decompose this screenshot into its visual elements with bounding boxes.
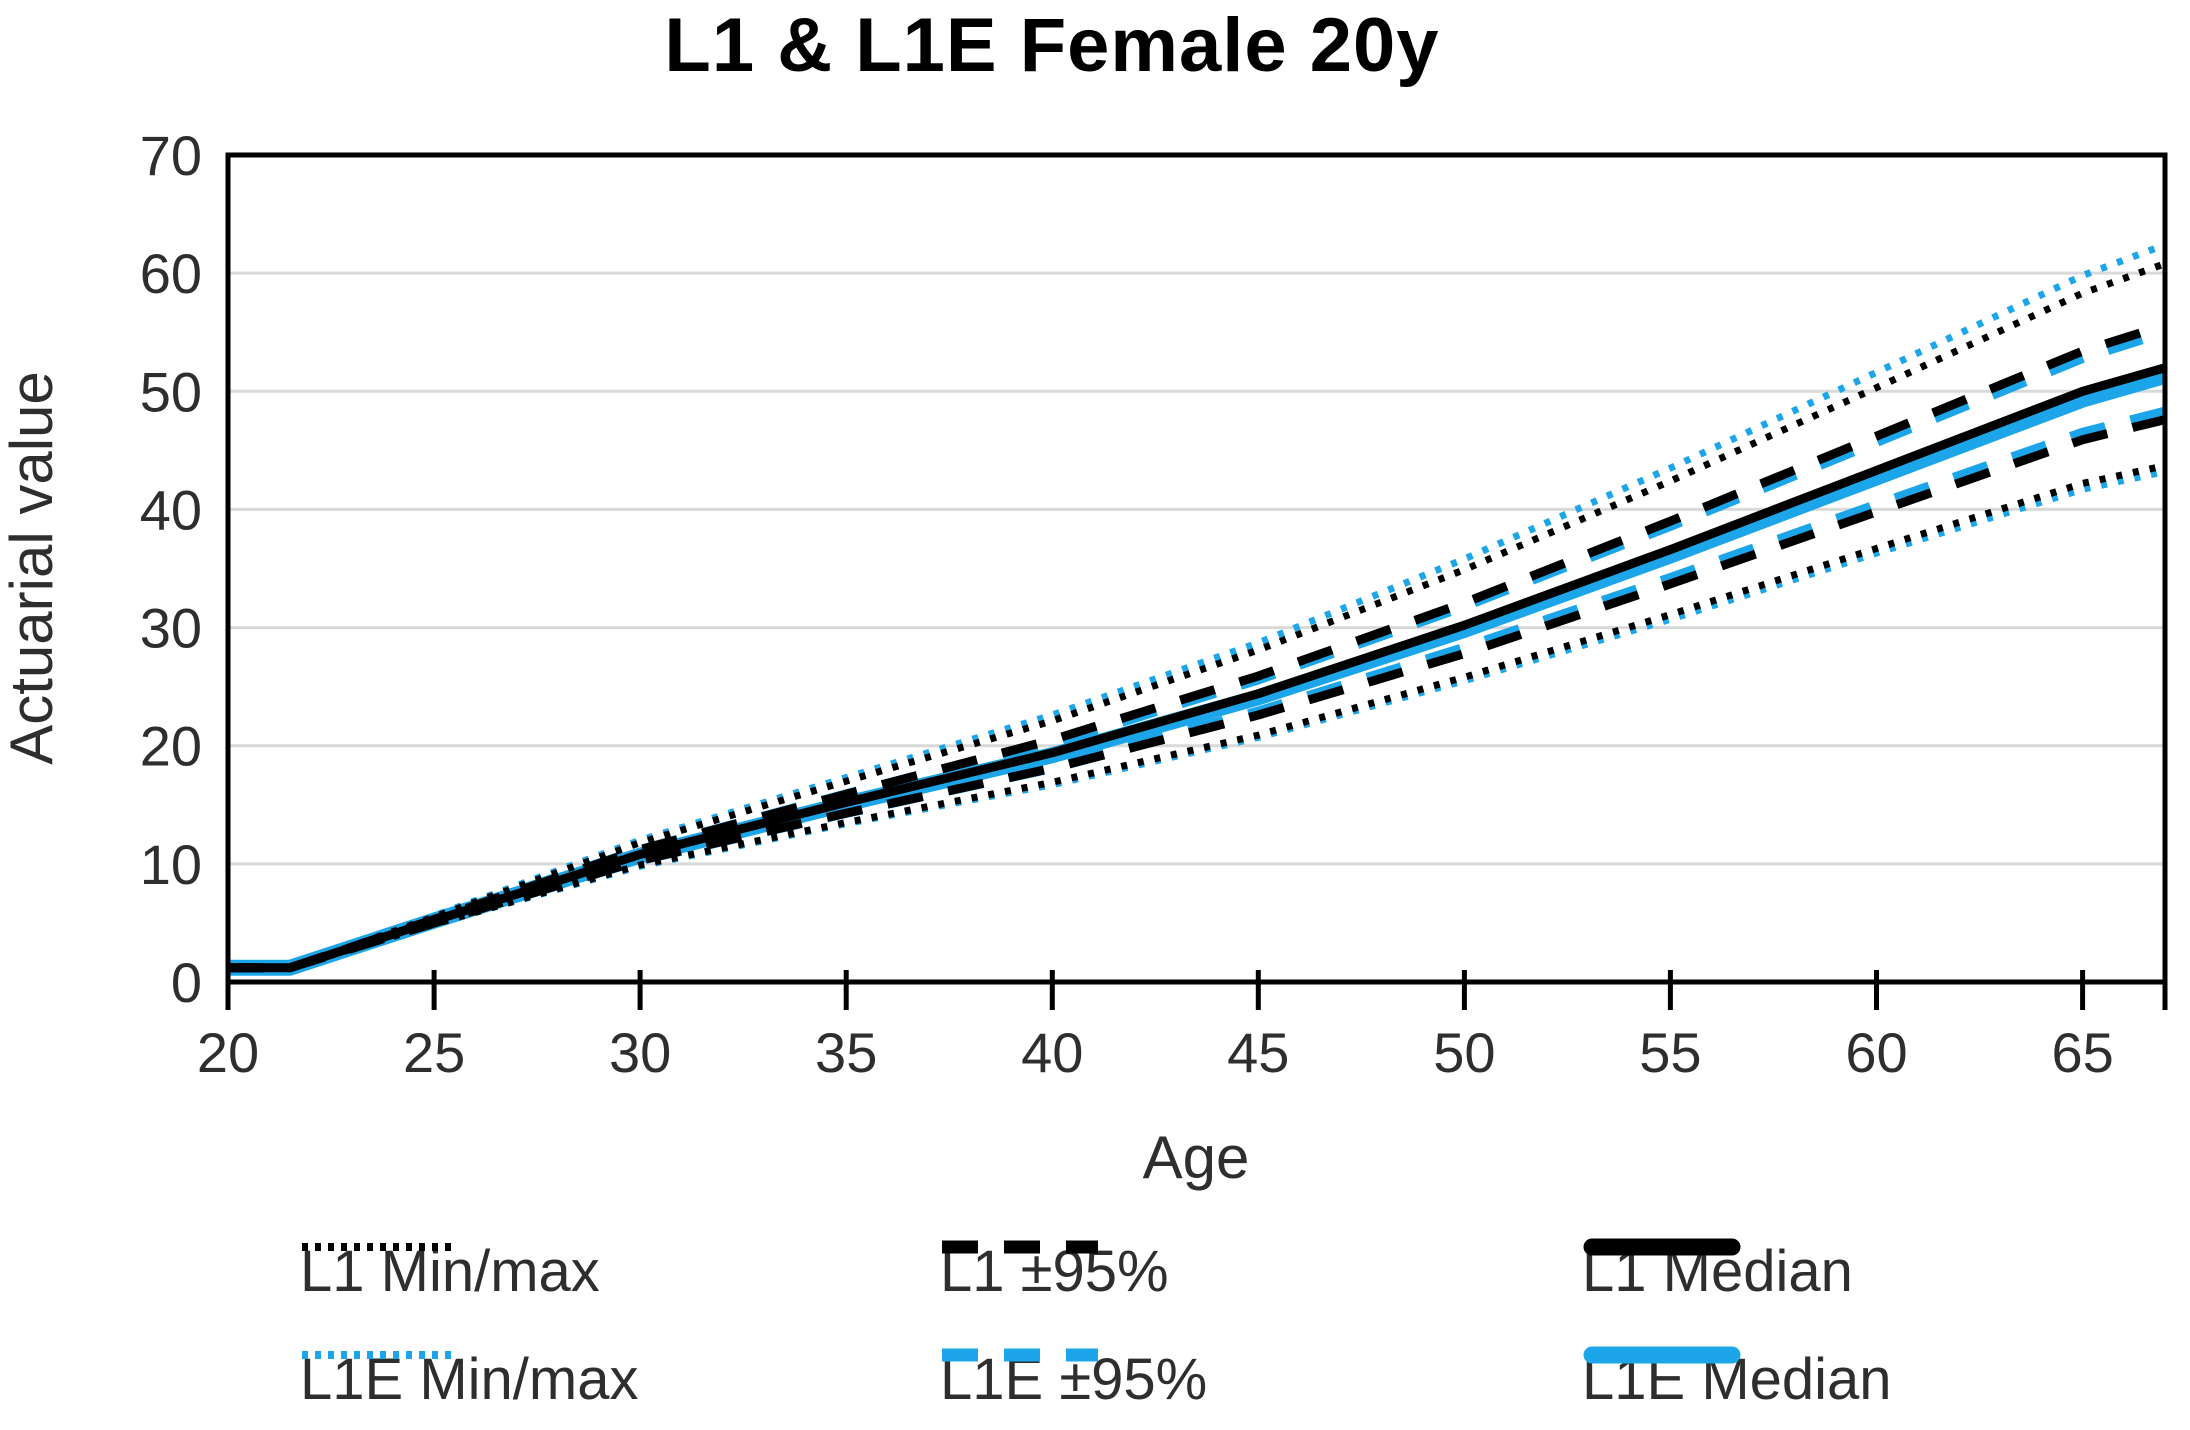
- y-tick-label: 70: [140, 124, 202, 187]
- l1e-median-solid-line-icon: [1583, 1346, 1741, 1364]
- y-tick-label: 50: [140, 360, 202, 423]
- legend-item-l1-median: L1 Median: [1582, 1235, 1853, 1307]
- legend-label: L1 ±95%: [940, 1238, 1169, 1304]
- x-axis-title: Age: [1143, 1124, 1250, 1191]
- legend-item-l1-minmax: L1 Min/max: [300, 1235, 600, 1307]
- series-l1e-p95-lower: [228, 406, 2167, 974]
- series-l1e-p95-upper: [228, 325, 2167, 974]
- y-tick-label: 30: [140, 597, 202, 660]
- l1-minmax-dotted-line-icon: [302, 1243, 458, 1251]
- x-tick-label: 35: [815, 1021, 877, 1084]
- x-tick-label: 40: [1021, 1021, 1083, 1084]
- y-tick-label: 20: [140, 715, 202, 778]
- series-l1e-median: [228, 368, 2168, 976]
- legend-item-l1e-minmax: L1E Min/max: [300, 1343, 638, 1415]
- l1e-minmax-dotted-line-icon: [302, 1351, 458, 1359]
- l1-median-solid-line-icon: [1583, 1238, 1741, 1256]
- y-tick-label: 40: [140, 478, 202, 541]
- x-tick-label: 50: [1433, 1021, 1495, 1084]
- x-tick-label: 30: [609, 1021, 671, 1084]
- series-l1-median: [228, 363, 2167, 973]
- l1-95-dashed-line-icon: [942, 1240, 1098, 1254]
- legend-item-l1e-95: L1E ±95%: [940, 1343, 1207, 1415]
- plot-area: 0 10 20 30 40 50 60 70 20 25 30 35 40 45 50 55 60 65: [140, 124, 2168, 1084]
- series-l1-p95-upper: [228, 320, 2167, 973]
- legend-item-l1-95: L1 ±95%: [940, 1235, 1169, 1307]
- series-l1e-max: [228, 241, 2167, 972]
- legend-item-l1e-median: L1E Median: [1582, 1343, 1892, 1415]
- x-tick-label: 20: [197, 1021, 259, 1084]
- x-tick-label: 65: [2051, 1021, 2113, 1084]
- x-tick-label: 25: [403, 1021, 465, 1084]
- l1e-95-dashed-line-icon: [942, 1348, 1098, 1362]
- y-tick-label: 60: [140, 242, 202, 305]
- x-tick-label: 45: [1227, 1021, 1289, 1084]
- y-tick-label: 0: [171, 951, 202, 1014]
- plot-border: [225, 152, 2168, 985]
- series-l1-max: [228, 260, 2167, 972]
- x-tick-label: 55: [1639, 1021, 1701, 1084]
- y-tick-label: 10: [140, 833, 202, 896]
- x-tick-label: 60: [1845, 1021, 1907, 1084]
- y-axis-title: Actuarial value: [0, 371, 65, 765]
- chart-title: L1 & L1E Female 20y: [664, 3, 1440, 88]
